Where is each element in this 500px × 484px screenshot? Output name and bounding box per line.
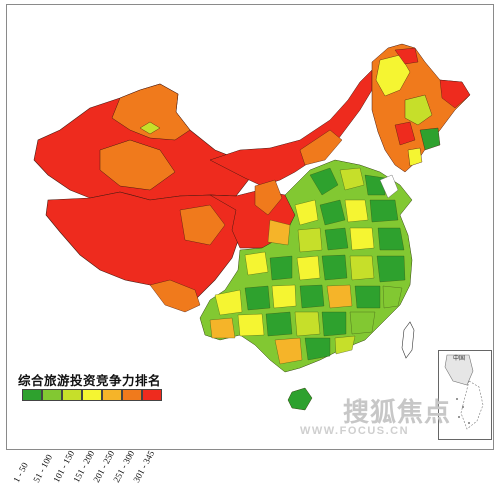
sohu-focus-watermark: 搜狐焦点 [343,392,451,429]
legend-swatch [42,389,62,401]
legend-swatches [22,389,162,401]
watermark-brand-cn: 搜狐焦点 [343,398,452,428]
region-heilongjiang-jilin[interactable] [371,43,471,173]
watermark-brand-en: WWW.FOCUS.CN [300,425,410,437]
region-tibet[interactable] [45,191,249,313]
bohai-sea [379,174,399,199]
legend-title: 综合旅游投资竞争力排名 [18,373,162,388]
legend-swatch [142,389,162,401]
legend-swatch [82,389,102,401]
legend-swatch [62,389,82,401]
region-east-mosaic-cells [209,167,406,365]
region-gansu-inner-mongolia[interactable] [209,69,373,216]
legend-swatch [122,389,142,401]
legend-range-label: 1 - 50 [11,460,30,484]
region-hainan[interactable] [287,387,313,411]
china-choropleth-map [33,43,471,411]
region-xinjiang-north-orange [99,83,191,191]
inset-label: 中国 [453,355,466,362]
legend-swatch [102,389,122,401]
legend-swatch [22,389,42,401]
south-china-sea-inset: 中国 [438,350,492,440]
region-taiwan[interactable] [401,321,415,359]
inset-map [444,354,484,430]
